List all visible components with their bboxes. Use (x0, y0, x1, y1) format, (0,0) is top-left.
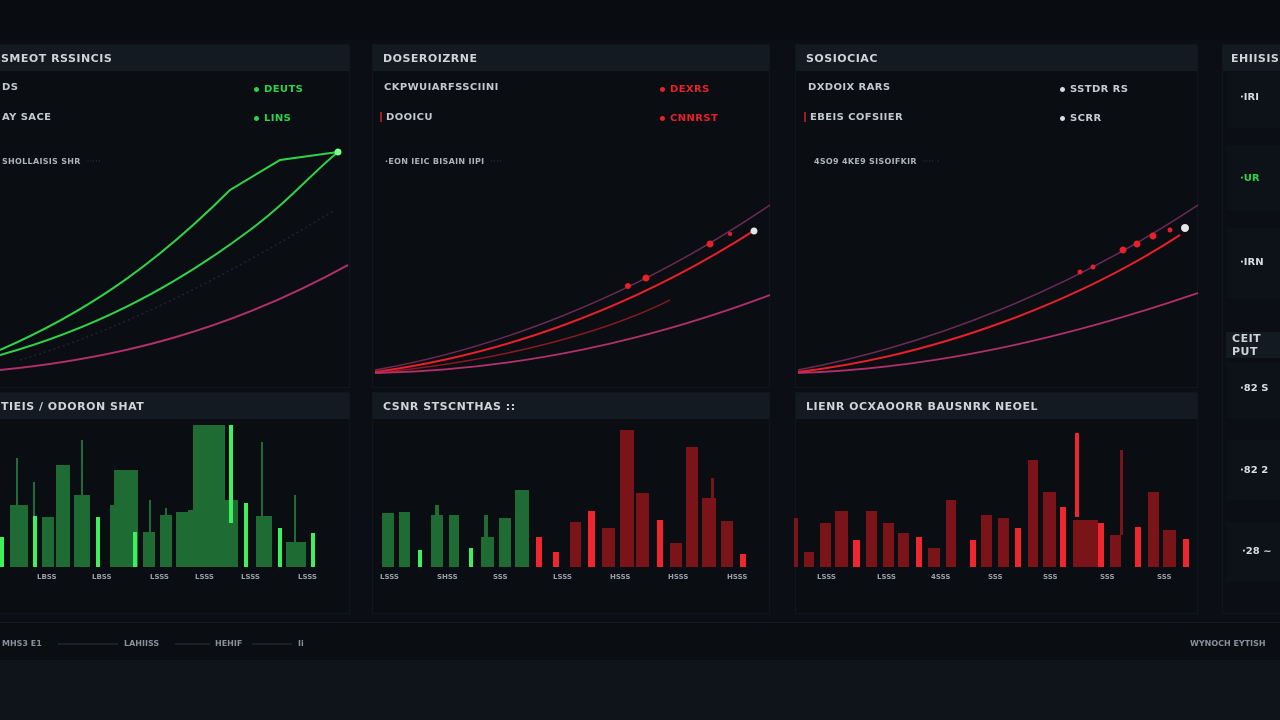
footer-divider (58, 643, 118, 645)
footer-item-3[interactable]: HEHIF (215, 639, 243, 648)
footer-right-label[interactable]: WYNOCH EYTISH (1190, 639, 1266, 648)
x-tick: LSSS (195, 573, 214, 581)
footer-item-2[interactable]: LAHIISS (124, 639, 160, 648)
bar-chart-2 (382, 430, 746, 567)
footer-divider (175, 643, 210, 645)
bar-panel-1-title: TIEIS / ODORON SHAT (0, 393, 349, 419)
side-value-4: ·82 S (1240, 383, 1269, 394)
panel-2-legend-2[interactable]: CNNRST (660, 113, 718, 124)
x-tick: LBSS (92, 573, 112, 581)
side-card-4[interactable] (1226, 362, 1280, 418)
bar-panel-2-title: CSNR STSCNTHAS :: (373, 393, 769, 419)
x-tick: LSSS (241, 573, 260, 581)
x-tick: LSSS (380, 573, 399, 581)
bar-chart-1 (0, 425, 315, 567)
panel-3-row-1: DXDOIX RARS (808, 82, 891, 93)
panel-2-row-2: DOOICU (380, 112, 433, 123)
x-tick: HSSS (727, 573, 748, 581)
footer-item-4[interactable]: Ii (298, 639, 304, 648)
panel-1-row-1: DS (2, 82, 19, 93)
x-tick: SSS (1043, 573, 1058, 581)
panel-3-legend-2[interactable]: SCRR (1060, 113, 1102, 124)
legend-dot-icon (660, 116, 665, 121)
x-tick: SSS (988, 573, 1003, 581)
x-tick: LSSS (877, 573, 896, 581)
x-tick: SSS (1157, 573, 1172, 581)
panel-3-row-2: EBEIS COFSIIER (804, 112, 903, 123)
side-value-5: ·82 2 (1240, 465, 1269, 476)
footer-item-1[interactable]: MHS3 E1 (2, 639, 42, 648)
legend-dot-icon (254, 87, 259, 92)
x-tick: HSSS (610, 573, 631, 581)
panel-3-title: SOSIOCIAC (796, 45, 1197, 71)
legend-dot-icon (254, 116, 259, 121)
x-tick: LSSS (553, 573, 572, 581)
top-bar (0, 0, 1280, 40)
panel-2-title: DOSEROIZRNE (373, 45, 769, 71)
legend-dot-icon (1060, 116, 1065, 121)
x-tick: LSSS (298, 573, 317, 581)
footer-bar: MHS3 E1 LAHIISS HEHIF Ii WYNOCH EYTISH (0, 622, 1280, 660)
side-value-2: ·UR (1240, 173, 1260, 184)
line-chart-panel-2: DOSEROIZRNE (372, 44, 770, 388)
side-panel-title-2: CEIT PUT (1226, 332, 1280, 358)
line-chart-panel-1: SMEOT RSSINCIS (0, 44, 350, 388)
line-chart-panel-3: SOSIOCIAC (795, 44, 1198, 388)
x-tick: LSSS (150, 573, 169, 581)
panel-2-row-1: CKPWUIARFSSCIINI (384, 82, 499, 93)
panel-3-legend-1[interactable]: SSTDR RS (1060, 84, 1128, 95)
side-value-3: ·IRN (1240, 257, 1264, 268)
side-panel-title: EHIISIS (1223, 45, 1280, 71)
bar-chart-panel-1: TIEIS / ODORON SHAT (0, 392, 350, 614)
bar-chart-panel-3: LIENR OCXAOORR BAUSNRK NEOEL (795, 392, 1198, 614)
panel-2-legend-1[interactable]: DEXRS (660, 84, 710, 95)
side-card-5[interactable] (1226, 440, 1280, 500)
side-value-6: ·28 ~ (1242, 546, 1272, 557)
panel-1-legend-2[interactable]: LINS (254, 113, 291, 124)
line-chart-1 (0, 148, 349, 371)
line-chart-3 (797, 204, 1199, 374)
bar-chart-3 (794, 433, 1189, 567)
legend-dot-icon (1060, 87, 1065, 92)
x-tick: SSS (493, 573, 508, 581)
x-tick: SSS (1100, 573, 1115, 581)
x-tick: HSSS (668, 573, 689, 581)
legend-dot-icon (660, 87, 665, 92)
panel-1-title: SMEOT RSSINCIS (0, 45, 349, 71)
side-card-3[interactable] (1226, 228, 1280, 298)
x-tick: LBSS (37, 573, 57, 581)
line-chart-2 (374, 204, 771, 374)
bar-panel-3-title: LIENR OCXAOORR BAUSNRK NEOEL (796, 393, 1197, 419)
footer-divider (252, 643, 292, 645)
side-panel: EHIISIS (1222, 44, 1280, 614)
panel-1-row-2: AY SACE (2, 112, 52, 123)
panel-2-subtitle: ·EON IEIC BISAIN IIPI ···· (385, 157, 502, 166)
bottom-area (0, 660, 1280, 720)
side-card-2[interactable] (1226, 145, 1280, 210)
side-card-1[interactable] (1226, 72, 1280, 128)
x-tick: SHSS (437, 573, 458, 581)
x-tick: 4SSS (931, 573, 951, 581)
panel-3-subtitle: 4SO9 4KE9 SISOIFKIR ···· · (814, 157, 940, 166)
side-card-6[interactable] (1226, 522, 1280, 582)
panel-1-legend-1[interactable]: DEUTS (254, 84, 303, 95)
x-tick: LSSS (817, 573, 836, 581)
side-value-1: ·IRI (1240, 92, 1259, 103)
panel-1-subtitle: SHOLLAISIS SHR ····· (2, 157, 101, 166)
